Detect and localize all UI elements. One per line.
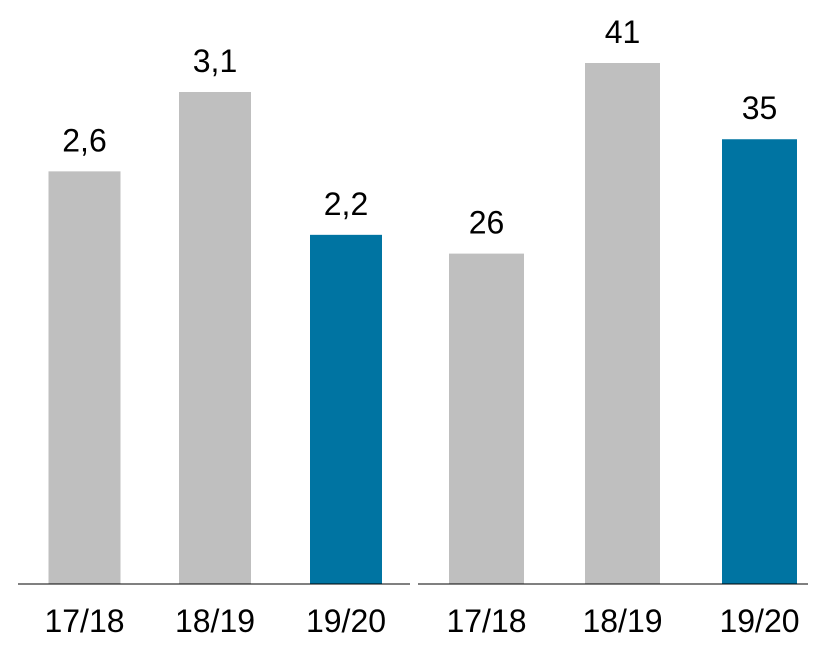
bar [722,139,797,584]
value-label: 41 [605,14,641,50]
x-tick-label: 17/18 [446,603,526,639]
bar [179,92,251,584]
bar [585,63,660,584]
x-tick-label: 17/18 [44,603,124,639]
x-tick-label: 19/20 [719,603,799,639]
value-label: 26 [469,205,505,241]
value-label: 2,2 [324,186,368,222]
value-label: 35 [742,90,778,126]
x-tick-label: 19/20 [306,603,386,639]
x-tick-label: 18/19 [175,603,255,639]
bar [310,234,382,584]
value-label: 3,1 [193,43,237,79]
value-label: 2,6 [62,122,106,158]
bar [48,171,121,584]
bar [449,253,524,585]
x-tick-label: 18/19 [582,603,662,639]
